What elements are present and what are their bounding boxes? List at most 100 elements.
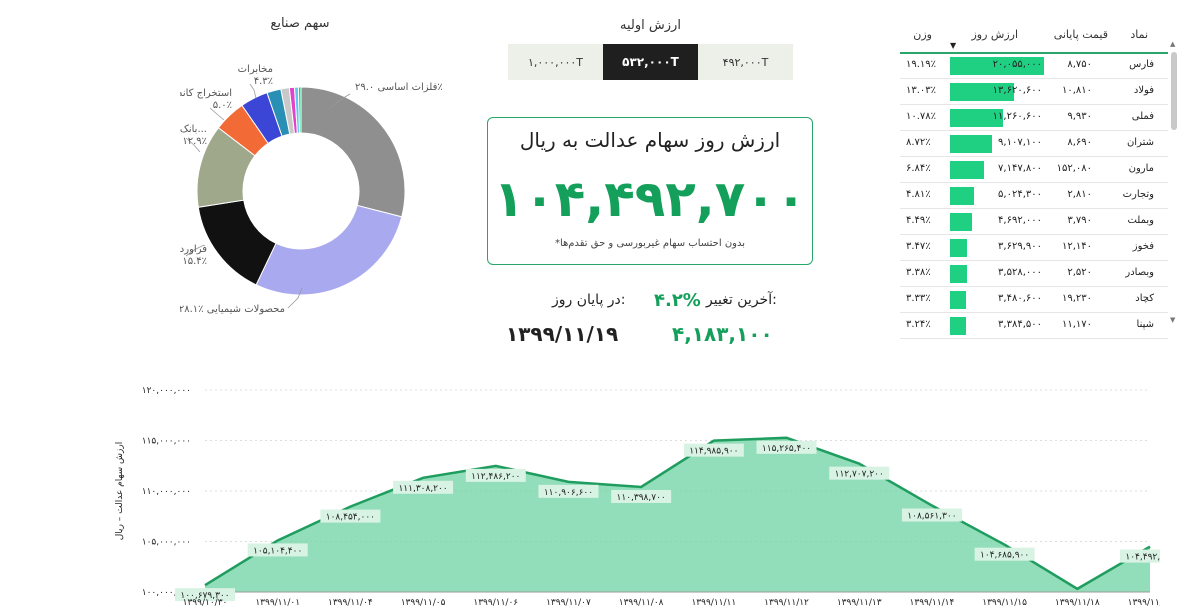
- table-row[interactable]: وبملت ۳,۷۹۰ ۴,۶۹۲,۰۰۰ ۴.۴۹٪: [900, 210, 1168, 235]
- y-tick-label: ۱۱۵,۰۰۰,۰۰۰: [142, 437, 191, 447]
- cell-daily-value: ۳,۵۲۸,۰۰۰: [998, 267, 1042, 278]
- donut-leader-line: [287, 287, 303, 309]
- cell-symbol: مارون: [1128, 163, 1154, 174]
- scroll-up-icon[interactable]: ▲: [1170, 40, 1176, 48]
- cell-symbol: فولاد: [1133, 85, 1154, 96]
- donut-pct-label: ۱۲.۹٪: [182, 136, 207, 147]
- cell-weight: ۳.۳۳٪: [906, 293, 931, 304]
- table-row[interactable]: شتران ۸,۶۹۰ ۹,۱۰۷,۱۰۰ ۸.۷۲٪: [900, 132, 1168, 157]
- initial-value-option-532000[interactable]: ۵۳۲,۰۰۰T: [603, 44, 698, 80]
- cell-price: ۸,۶۹۰: [1067, 137, 1092, 148]
- sort-desc-icon[interactable]: ▼: [950, 41, 957, 50]
- scroll-down-icon[interactable]: ▼: [1170, 316, 1176, 324]
- table-row[interactable]: فملی ۹,۹۳۰ ۱۱,۲۶۰,۶۰۰ ۱۰.۷۸٪: [900, 106, 1168, 131]
- cell-daily-value: ۷,۱۴۷,۸۰۰: [998, 163, 1042, 174]
- stocks-table: نماد قیمت پایانی ارزش روز وزن ▼ فارس ۸,۷۵…: [900, 20, 1168, 342]
- cell-price: ۹,۹۳۰: [1067, 111, 1092, 122]
- y-axis-label: ارزش سهام عدالت – ریال: [115, 442, 125, 540]
- cell-daily-value: ۵,۰۲۴,۳۰۰: [998, 189, 1042, 200]
- header-daily-value[interactable]: ارزش روز: [971, 28, 1018, 41]
- cell-price: ۸,۷۵۰: [1067, 59, 1092, 70]
- donut-leader-line: [249, 83, 257, 99]
- table-row[interactable]: وبصادر ۲,۵۲۰ ۳,۵۲۸,۰۰۰ ۳.۳۸٪: [900, 262, 1168, 287]
- area-fill: [205, 437, 1150, 592]
- industry-share-donut: فلزات اساسی ۲۹.۰٪ ۲۸.۱٪ محصولات شیمیایی فر…: [180, 64, 443, 315]
- x-tick-label: ۱۳۹۹/۱۱/۱۱: [691, 598, 736, 608]
- x-tick-label: ۱۳۹۹/۱۱/۱۳: [837, 598, 882, 608]
- data-label-bg: [901, 508, 962, 522]
- cell-daily-value: ۴,۶۹۲,۰۰۰: [998, 215, 1042, 226]
- donut-label: ۲۸.۱٪ محصولات شیمیایی: [180, 304, 285, 315]
- table-row[interactable]: فارس ۸,۷۵۰ ۲۰,۰۵۵,۰۰۰ ۱۹.۱۹٪: [900, 54, 1168, 79]
- donut-slice[interactable]: [255, 204, 403, 296]
- x-tick-label: ۱۳۹۹/۱۰/۳۰: [183, 598, 228, 608]
- data-label: ۱۱۰,۳۹۸,۷۰۰: [617, 493, 666, 503]
- cell-symbol: وبملت: [1127, 215, 1154, 226]
- data-label: ۱۰۴,۴۹۲,۷۰۰: [1125, 553, 1160, 563]
- daily-value-bar: [950, 57, 1044, 75]
- donut-leader-line: [209, 107, 225, 121]
- donut-pct-label: ۱۵.۴٪: [182, 256, 207, 267]
- table-row[interactable]: فخوز ۱۲,۱۴۰ ۳,۶۲۹,۹۰۰ ۳.۴۷٪: [900, 236, 1168, 261]
- donut-leader-line: [185, 244, 205, 257]
- table-row[interactable]: مارون ۱۵۲,۰۸۰ ۷,۱۴۷,۸۰۰ ۶.۸۴٪: [900, 158, 1168, 183]
- table-scrollbar[interactable]: ▲ ▼: [1170, 40, 1178, 344]
- daily-value-bar: [950, 213, 972, 231]
- data-label-bg: [465, 468, 526, 482]
- data-label: ۱۱۲,۴۸۶,۲۰۰: [471, 472, 520, 482]
- table-row[interactable]: وتجارت ۲,۸۱۰ ۵,۰۲۴,۳۰۰ ۴.۸۱٪: [900, 184, 1168, 209]
- data-label-bg: [393, 480, 454, 494]
- daily-value-bar: [950, 109, 1003, 127]
- cell-weight: ۱۳.۰۳٪: [906, 85, 937, 96]
- cell-price: ۱۱,۱۷۰: [1061, 319, 1092, 330]
- donut-pct-label: ۵.۰٪: [213, 100, 232, 111]
- table-row[interactable]: فولاد ۱۰,۸۱۰ ۱۳,۶۲۰,۶۰۰ ۱۳.۰۳٪: [900, 80, 1168, 105]
- daily-value-area-chart: ۱۰۰,۰۰۰,۰۰۰ ۱۰۵,۰۰۰,۰۰۰ ۱۱۰,۰۰۰,۰۰۰ ۱۱۵,۰۰۰…: [115, 386, 1160, 608]
- data-label: ۱۰۸,۴۵۴,۰۰۰: [326, 513, 375, 523]
- cell-weight: ۳.۳۸٪: [906, 267, 931, 278]
- end-of-day-label: در پایان روز:: [552, 292, 626, 308]
- initial-value-option-1000000[interactable]: ۱,۰۰۰,۰۰۰T: [508, 44, 603, 80]
- cell-weight: ۱۰.۷۸٪: [906, 111, 937, 122]
- cell-price: ۱۰,۸۱۰: [1061, 85, 1092, 96]
- cell-daily-value: ۲۰,۰۵۵,۰۰۰: [992, 59, 1042, 70]
- x-tick-label: ۱۳۹۹/۱۱/۱۲: [764, 598, 809, 608]
- header-weight[interactable]: وزن: [913, 28, 932, 41]
- table-header: نماد قیمت پایانی ارزش روز وزن ▼: [900, 20, 1168, 54]
- cell-daily-value: ۱۱,۲۶۰,۶۰۰: [992, 111, 1042, 122]
- x-tick-label: ۱۳۹۹/۱۱/۰۵: [401, 598, 446, 608]
- daily-value-bar: [950, 239, 967, 257]
- cell-daily-value: ۳,۴۸۰,۶۰۰: [998, 293, 1042, 304]
- data-label: ۱۰۰,۶۷۹,۳۰۰: [180, 591, 229, 601]
- daily-value-bar: [950, 83, 1014, 101]
- data-label: ۱۱۰,۹۰۶,۶۰۰: [544, 488, 593, 498]
- x-tick-label: ۱۳۹۹/۱۱/۰۷: [546, 598, 591, 608]
- cell-symbol: فخوز: [1132, 241, 1154, 252]
- cell-weight: ۶.۸۴٪: [906, 163, 931, 174]
- x-tick-label: ۱۳۹۹/۱۱/۱۵: [982, 598, 1027, 608]
- daily-value-bar: [950, 135, 992, 153]
- last-change-label: آخرین تغییر:: [706, 292, 777, 308]
- scrollbar-thumb[interactable]: [1171, 52, 1177, 130]
- table-row[interactable]: کچاد ۱۹,۲۳۰ ۳,۴۸۰,۶۰۰ ۳.۳۳٪: [900, 288, 1168, 313]
- donut-slice[interactable]: [297, 86, 302, 134]
- cell-symbol: فملی: [1131, 111, 1154, 122]
- initial-value-option-492000[interactable]: ۴۹۲,۰۰۰T: [698, 44, 793, 80]
- data-label-bg: [611, 489, 672, 503]
- data-label-bg: [683, 443, 744, 457]
- header-symbol[interactable]: نماد: [1130, 28, 1148, 41]
- table-row[interactable]: شپنا ۱۱,۱۷۰ ۳,۳۸۴,۵۰۰ ۳.۲۴٪: [900, 314, 1168, 339]
- donut-slice[interactable]: [300, 86, 406, 218]
- daily-value-bar: [950, 317, 966, 335]
- data-label-bg: [320, 509, 381, 523]
- donut-label: استخراج کانه‌های فلزی: [180, 88, 232, 99]
- series-line[interactable]: [204, 436, 1151, 591]
- header-price[interactable]: قیمت پایانی: [1053, 28, 1108, 41]
- cell-weight: ۸.۷۲٪: [906, 137, 931, 148]
- cell-weight: ۳.۴۷٪: [906, 241, 931, 252]
- data-label-bg: [247, 543, 308, 557]
- cell-daily-value: ۳,۳۸۴,۵۰۰: [998, 319, 1042, 330]
- cell-symbol: وتجارت: [1122, 189, 1154, 200]
- last-change-value: ۴.۲%: [654, 290, 701, 311]
- y-tick-label: ۱۰۰,۰۰۰,۰۰۰: [142, 588, 191, 598]
